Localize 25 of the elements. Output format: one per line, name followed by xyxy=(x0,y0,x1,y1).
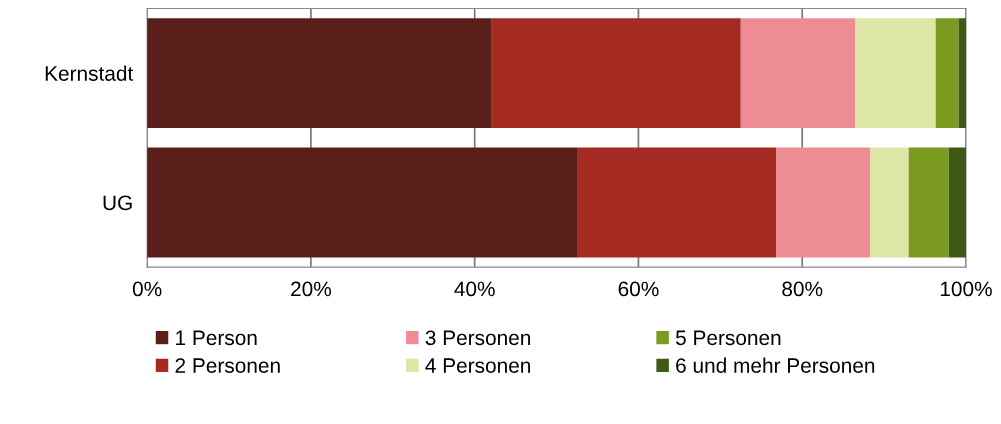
bar xyxy=(870,147,909,258)
x-tick-label: 100% xyxy=(940,281,992,297)
bar xyxy=(776,147,871,258)
x-tick-label: 60% xyxy=(618,281,659,297)
bar xyxy=(908,147,949,258)
bar xyxy=(855,18,936,129)
legend-label: 2 Personen xyxy=(175,358,280,373)
legend-label: 4 Personen xyxy=(425,358,531,373)
y-tick-label: Kernstadt xyxy=(45,65,134,81)
x-tick-label: 40% xyxy=(454,281,495,297)
x-tick-label: 20% xyxy=(291,281,332,297)
legend-label: 1 Person xyxy=(176,330,257,346)
legend-label: 6 und mehr Personen xyxy=(676,357,875,373)
y-tick-label: UG xyxy=(103,195,132,211)
x-tick-label: 0% xyxy=(132,281,162,297)
bar xyxy=(935,18,959,129)
legend-label: 3 Personen xyxy=(425,330,531,346)
bar xyxy=(491,18,741,129)
bar xyxy=(147,18,492,129)
bar xyxy=(577,147,776,258)
x-tick-label: 80% xyxy=(782,281,823,297)
bar xyxy=(740,18,856,129)
legend-label: 5 Personen xyxy=(675,330,781,346)
bar xyxy=(948,147,966,258)
bar xyxy=(147,147,578,258)
